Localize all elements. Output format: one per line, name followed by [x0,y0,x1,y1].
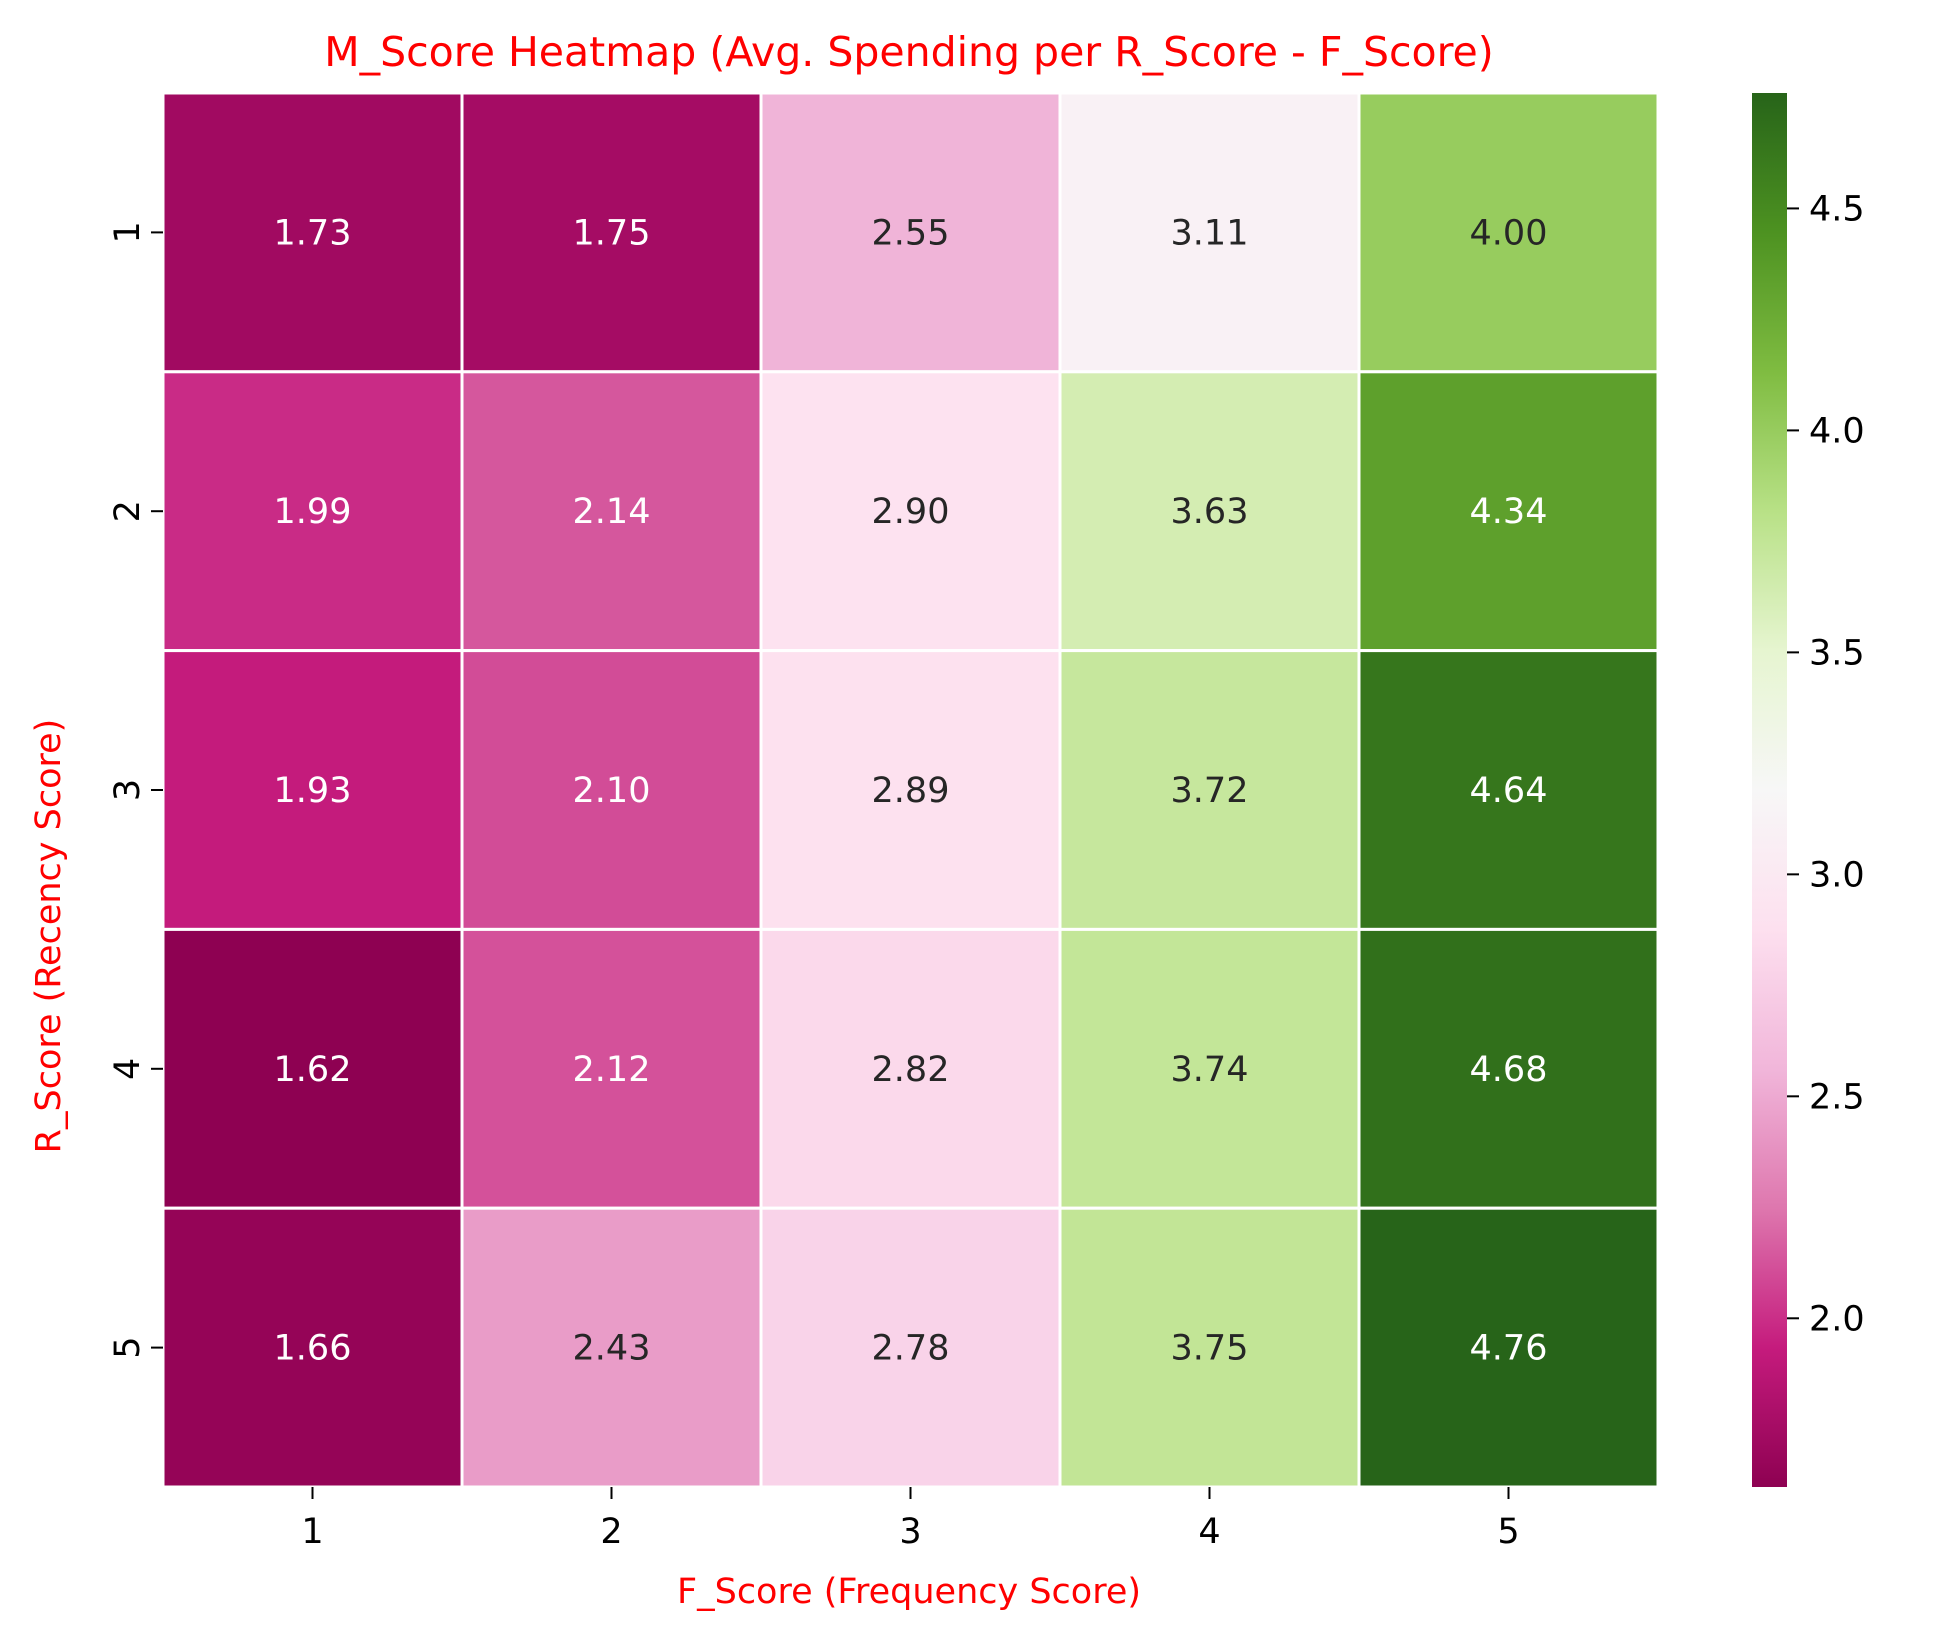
y-tick-label: 1 [108,221,148,243]
y-axis-label: R_Score (Recency Score) [29,719,69,1154]
cell-value-label: 2.90 [872,492,950,532]
x-tick-label: 1 [301,1512,323,1552]
heatmap-cell [1357,649,1660,931]
heatmap-cell [1058,91,1361,374]
heatmap-cell [759,927,1062,1210]
heatmap-cell [460,1206,763,1489]
heatmap-cell [759,1206,1062,1489]
chart-title: M_Score Heatmap (Avg. Spending per R_Sco… [324,28,1494,76]
y-tick-label: 2 [108,500,148,522]
colorbar-tick-label: 3.5 [1809,633,1865,673]
x-tick-label: 2 [600,1512,622,1552]
colorbar-tick-label: 2.0 [1809,1299,1865,1339]
cell-value-label: 2.78 [872,1329,950,1369]
colorbar: 2.0 2.5 3.0 3.5 4.0 4.5 [1752,93,1865,1487]
colorbar-tick-label: 4.5 [1809,189,1865,229]
cell-value-label: 2.55 [872,213,950,253]
cell-value-label: 4.68 [1470,1050,1548,1090]
cell-value-label: 2.82 [872,1050,950,1090]
cell-value-label: 3.75 [1171,1329,1249,1369]
y-tick-label: 3 [108,779,148,801]
cell-value-label: 1.99 [274,492,352,532]
heatmap-cell [161,91,464,374]
heatmap-cell [460,649,763,931]
heatmap-cell [460,927,763,1210]
cell-value-label: 4.34 [1470,492,1548,532]
cell-value-label: 3.72 [1171,771,1249,811]
heatmap-cell [759,649,1062,931]
cell-value-label: 1.73 [274,213,352,253]
cell-value-label: 2.89 [872,771,950,811]
heatmap-cell [759,370,1062,653]
x-tick-label: 5 [1497,1512,1519,1552]
cell-value-label: 1.93 [274,771,352,811]
cell-value-label: 3.11 [1171,213,1249,253]
colorbar-tick-label: 2.5 [1809,1077,1865,1117]
heatmap-cells: 1.73 1.75 2.55 3.11 4.00 1.99 2.14 2.90 3.63 4.34… [161,91,1660,1489]
cell-value-label: 2.12 [573,1050,651,1090]
cell-value-label: 1.66 [274,1329,352,1369]
cell-value-label: 4.64 [1470,771,1548,811]
heatmap-cell [1058,927,1361,1210]
x-tick-label: 4 [1198,1512,1220,1552]
cell-value-label: 1.62 [274,1050,352,1090]
colorbar-gradient [1752,93,1787,1487]
heatmap-cell [1357,91,1660,374]
cell-value-label: 2.14 [573,492,651,532]
y-tick-label: 4 [108,1058,148,1080]
x-axis-label: F_Score (Frequency Score) [677,1572,1141,1612]
colorbar-tick-label: 4.0 [1809,411,1865,451]
heatmap-cell [460,91,763,374]
heatmap-cell [161,370,464,653]
heatmap-cell [1357,370,1660,653]
x-tick-label: 3 [899,1512,921,1552]
y-axis: 1 2 3 4 5 [108,221,163,1359]
x-axis: 1 2 3 4 5 [301,1487,1520,1552]
heatmap-cell [1357,1206,1660,1489]
cell-value-label: 3.63 [1171,492,1249,532]
heatmap-cell [1357,927,1660,1210]
colorbar-tick-label: 3.0 [1809,855,1865,895]
y-tick-label: 5 [108,1336,148,1358]
heatmap-cell [161,1206,464,1489]
cell-value-label: 1.75 [573,213,651,253]
heatmap-cell [1058,649,1361,931]
heatmap-cell [759,91,1062,374]
cell-value-label: 3.74 [1171,1050,1249,1090]
cell-value-label: 4.76 [1470,1329,1548,1369]
cell-value-label: 2.43 [573,1329,651,1369]
cell-value-label: 4.00 [1470,213,1548,253]
cell-value-label: 2.10 [573,771,651,811]
